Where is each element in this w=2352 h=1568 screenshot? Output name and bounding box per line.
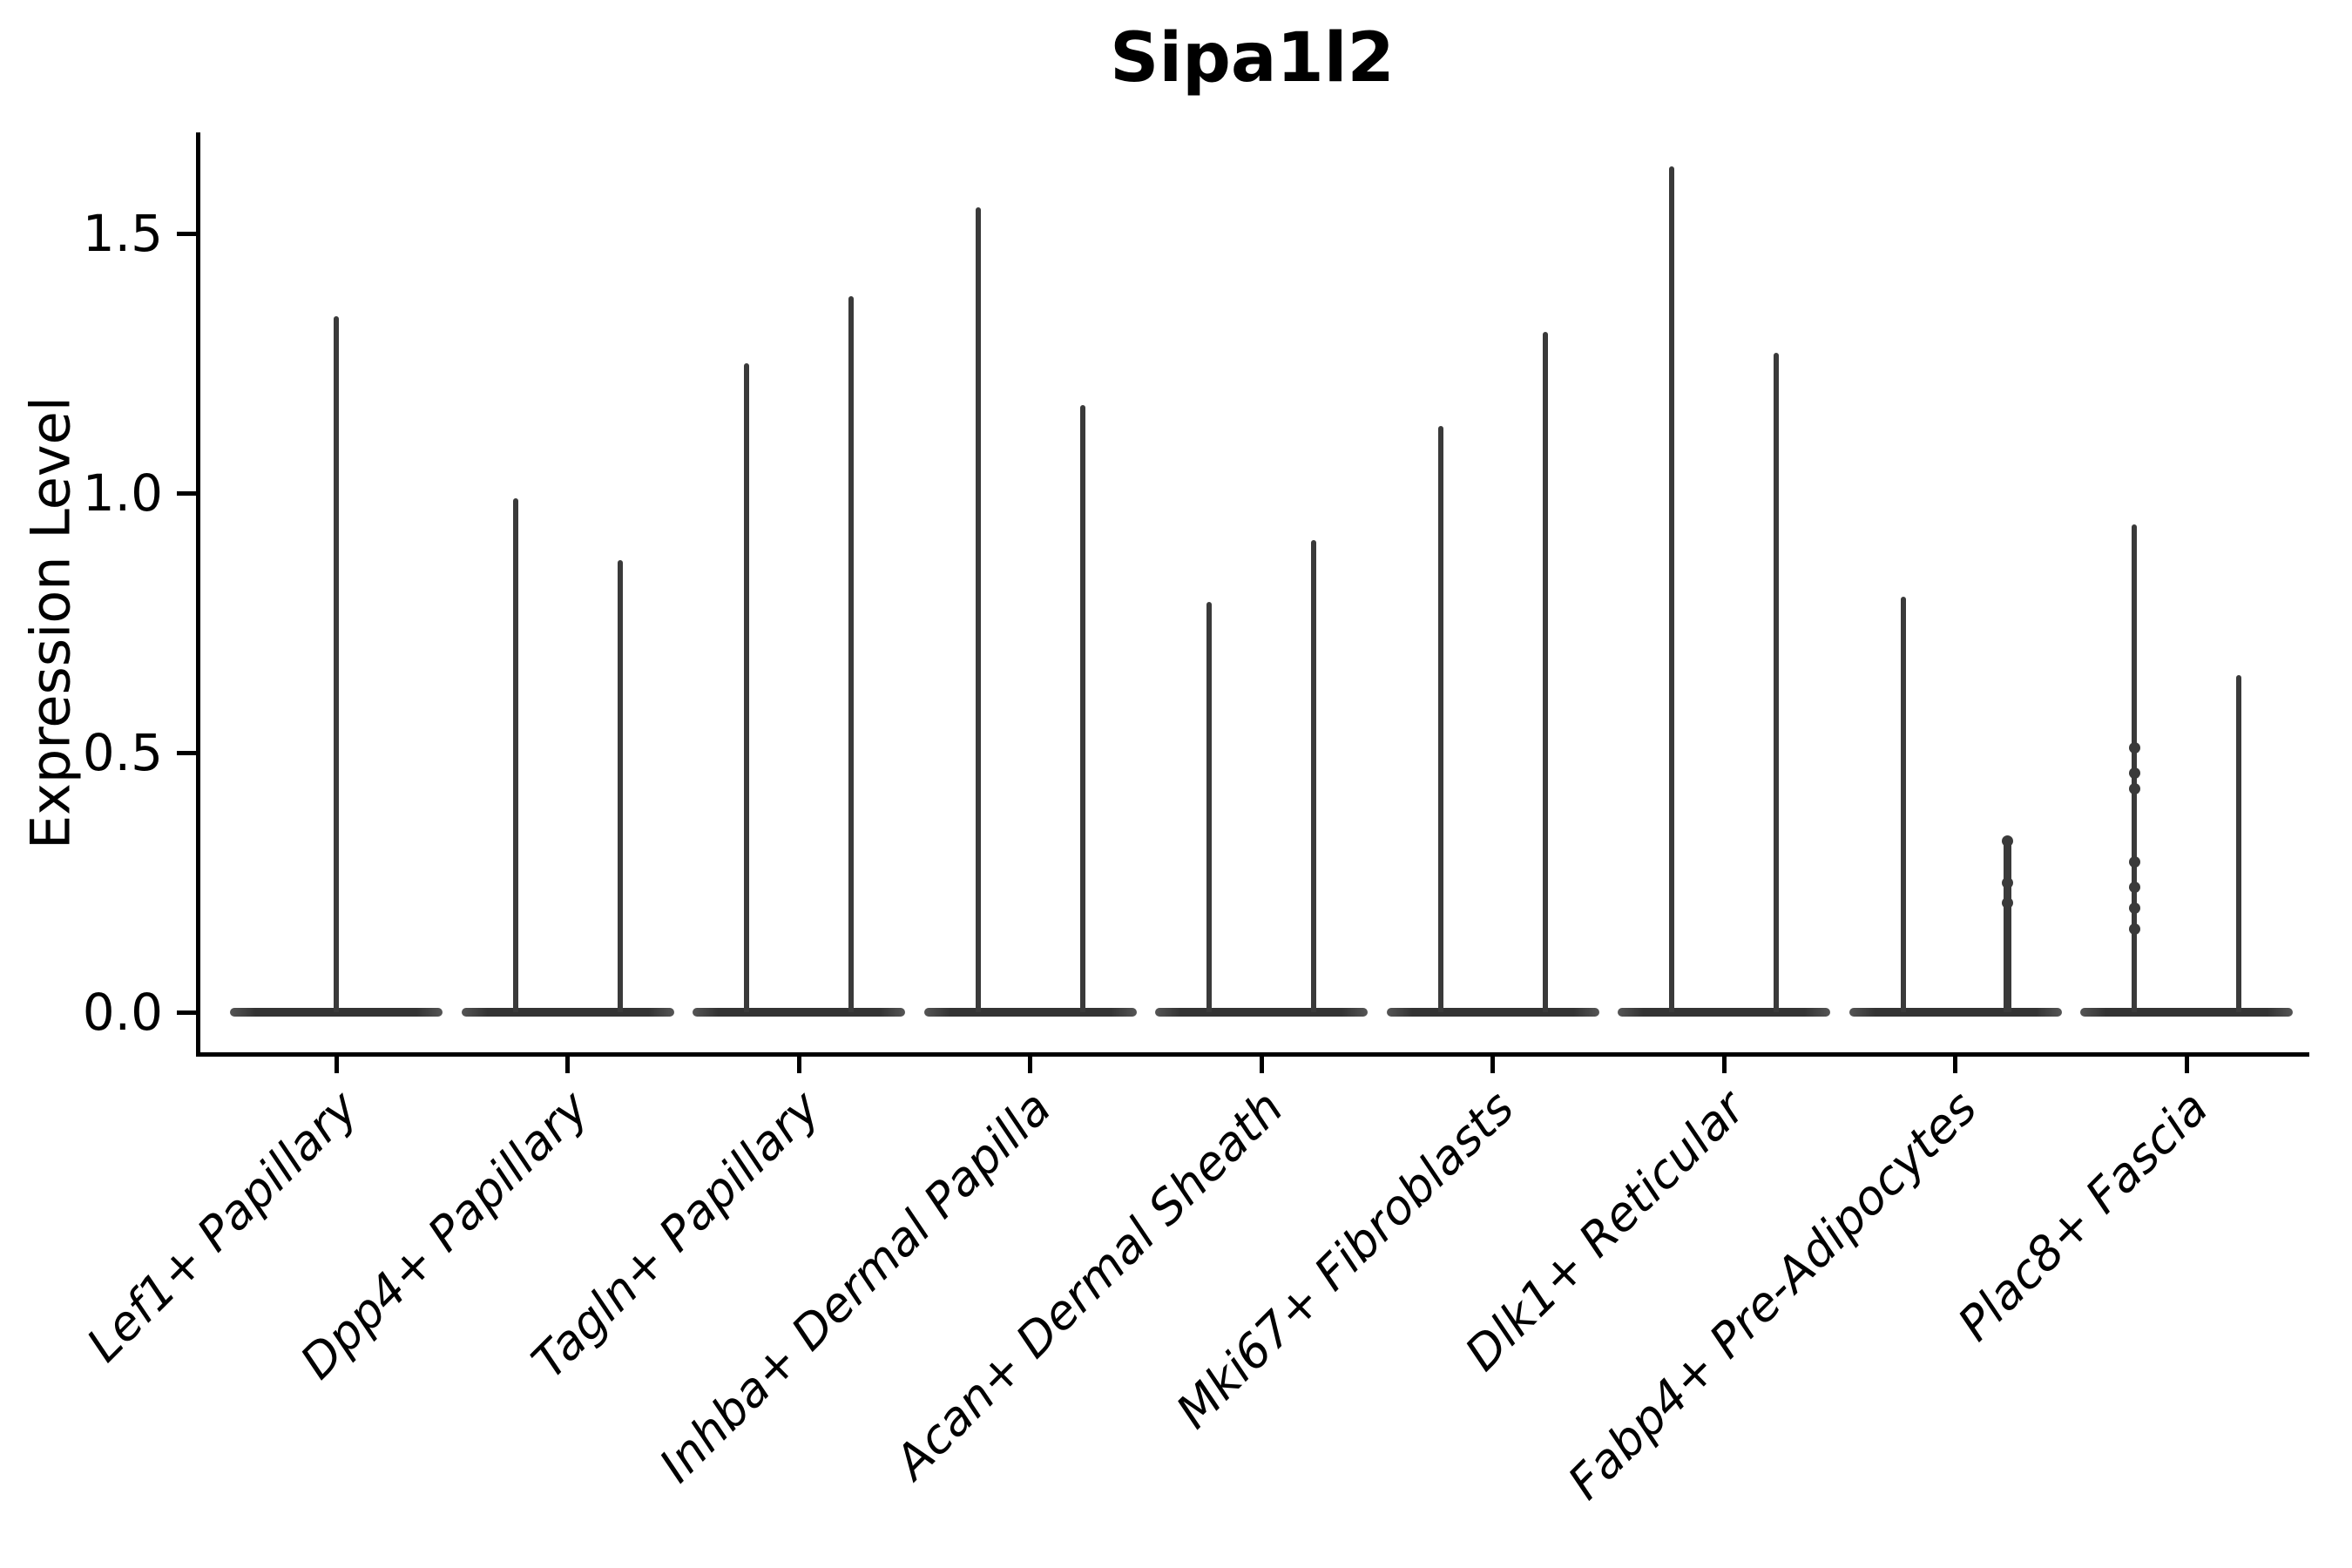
y-tick-label: 1.0 (82, 463, 163, 523)
y-tick-label: 0.5 (82, 723, 163, 782)
violin-spike (1900, 597, 1906, 1012)
x-tick-label: Plac8+ Fascia (1947, 1080, 2219, 1352)
x-tick (796, 1054, 801, 1073)
violin-spike (1437, 425, 1443, 1012)
y-tick (176, 750, 196, 755)
x-tick (334, 1054, 339, 1073)
y-tick (176, 231, 196, 236)
violin-spike (1774, 353, 1779, 1012)
violin-spike (1311, 539, 1316, 1012)
x-tick (1490, 1054, 1495, 1073)
chart-title: Sipa1l2 (1110, 19, 1395, 98)
violin-body (1618, 1008, 1830, 1017)
violin-spike (1206, 602, 1212, 1012)
x-axis-line (195, 1051, 2309, 1057)
data-point-dot (2128, 923, 2140, 936)
violin-spike (848, 295, 854, 1012)
data-point-dot (2128, 783, 2140, 795)
x-tick (1953, 1054, 1957, 1073)
x-tick-label: Inhba+ Dermal Papilla (649, 1080, 1063, 1493)
data-point-dot (2128, 767, 2140, 780)
violin-body (230, 1008, 443, 1017)
y-tick (176, 490, 196, 496)
data-point-dot (2002, 876, 2013, 889)
violin-spike (2004, 841, 2011, 1012)
x-tick (565, 1054, 570, 1073)
data-point-dot (2128, 741, 2140, 754)
data-point-dot (2128, 902, 2140, 915)
violin-spike (1079, 404, 1085, 1012)
data-point-dot (2002, 897, 2013, 909)
violin-spike (744, 363, 749, 1012)
x-tick (2184, 1054, 2189, 1073)
violin-body (923, 1008, 1137, 1017)
violin-spike (1542, 332, 1548, 1012)
violin-spike (2236, 674, 2241, 1012)
violin-body (461, 1008, 674, 1017)
violin-spike (975, 207, 981, 1012)
violin-spike (1669, 166, 1674, 1012)
x-tick (1028, 1054, 1032, 1073)
violin-body (693, 1008, 905, 1017)
violin-body (1848, 1008, 2062, 1017)
x-tick (1259, 1054, 1264, 1073)
data-point-dot (2002, 835, 2013, 847)
data-point-dot (2128, 855, 2140, 868)
x-tick-label: Fabp4+ Pre-Adipocytes (1557, 1080, 1988, 1511)
violin-body (1155, 1008, 1368, 1017)
violin-spike (334, 316, 339, 1012)
y-tick-label: 1.5 (82, 204, 163, 263)
y-axis-line (195, 132, 200, 1054)
x-tick (1721, 1054, 1727, 1073)
data-point-dot (2128, 882, 2140, 894)
y-tick (176, 1010, 196, 1015)
y-tick-label: 0.0 (82, 983, 163, 1042)
x-tick-label: Acan+ Dermal Sheath (883, 1080, 1294, 1490)
violin-body (1386, 1008, 1599, 1017)
violin-spike (617, 560, 623, 1012)
violin-body (2080, 1008, 2293, 1017)
violin-spike (512, 497, 518, 1012)
